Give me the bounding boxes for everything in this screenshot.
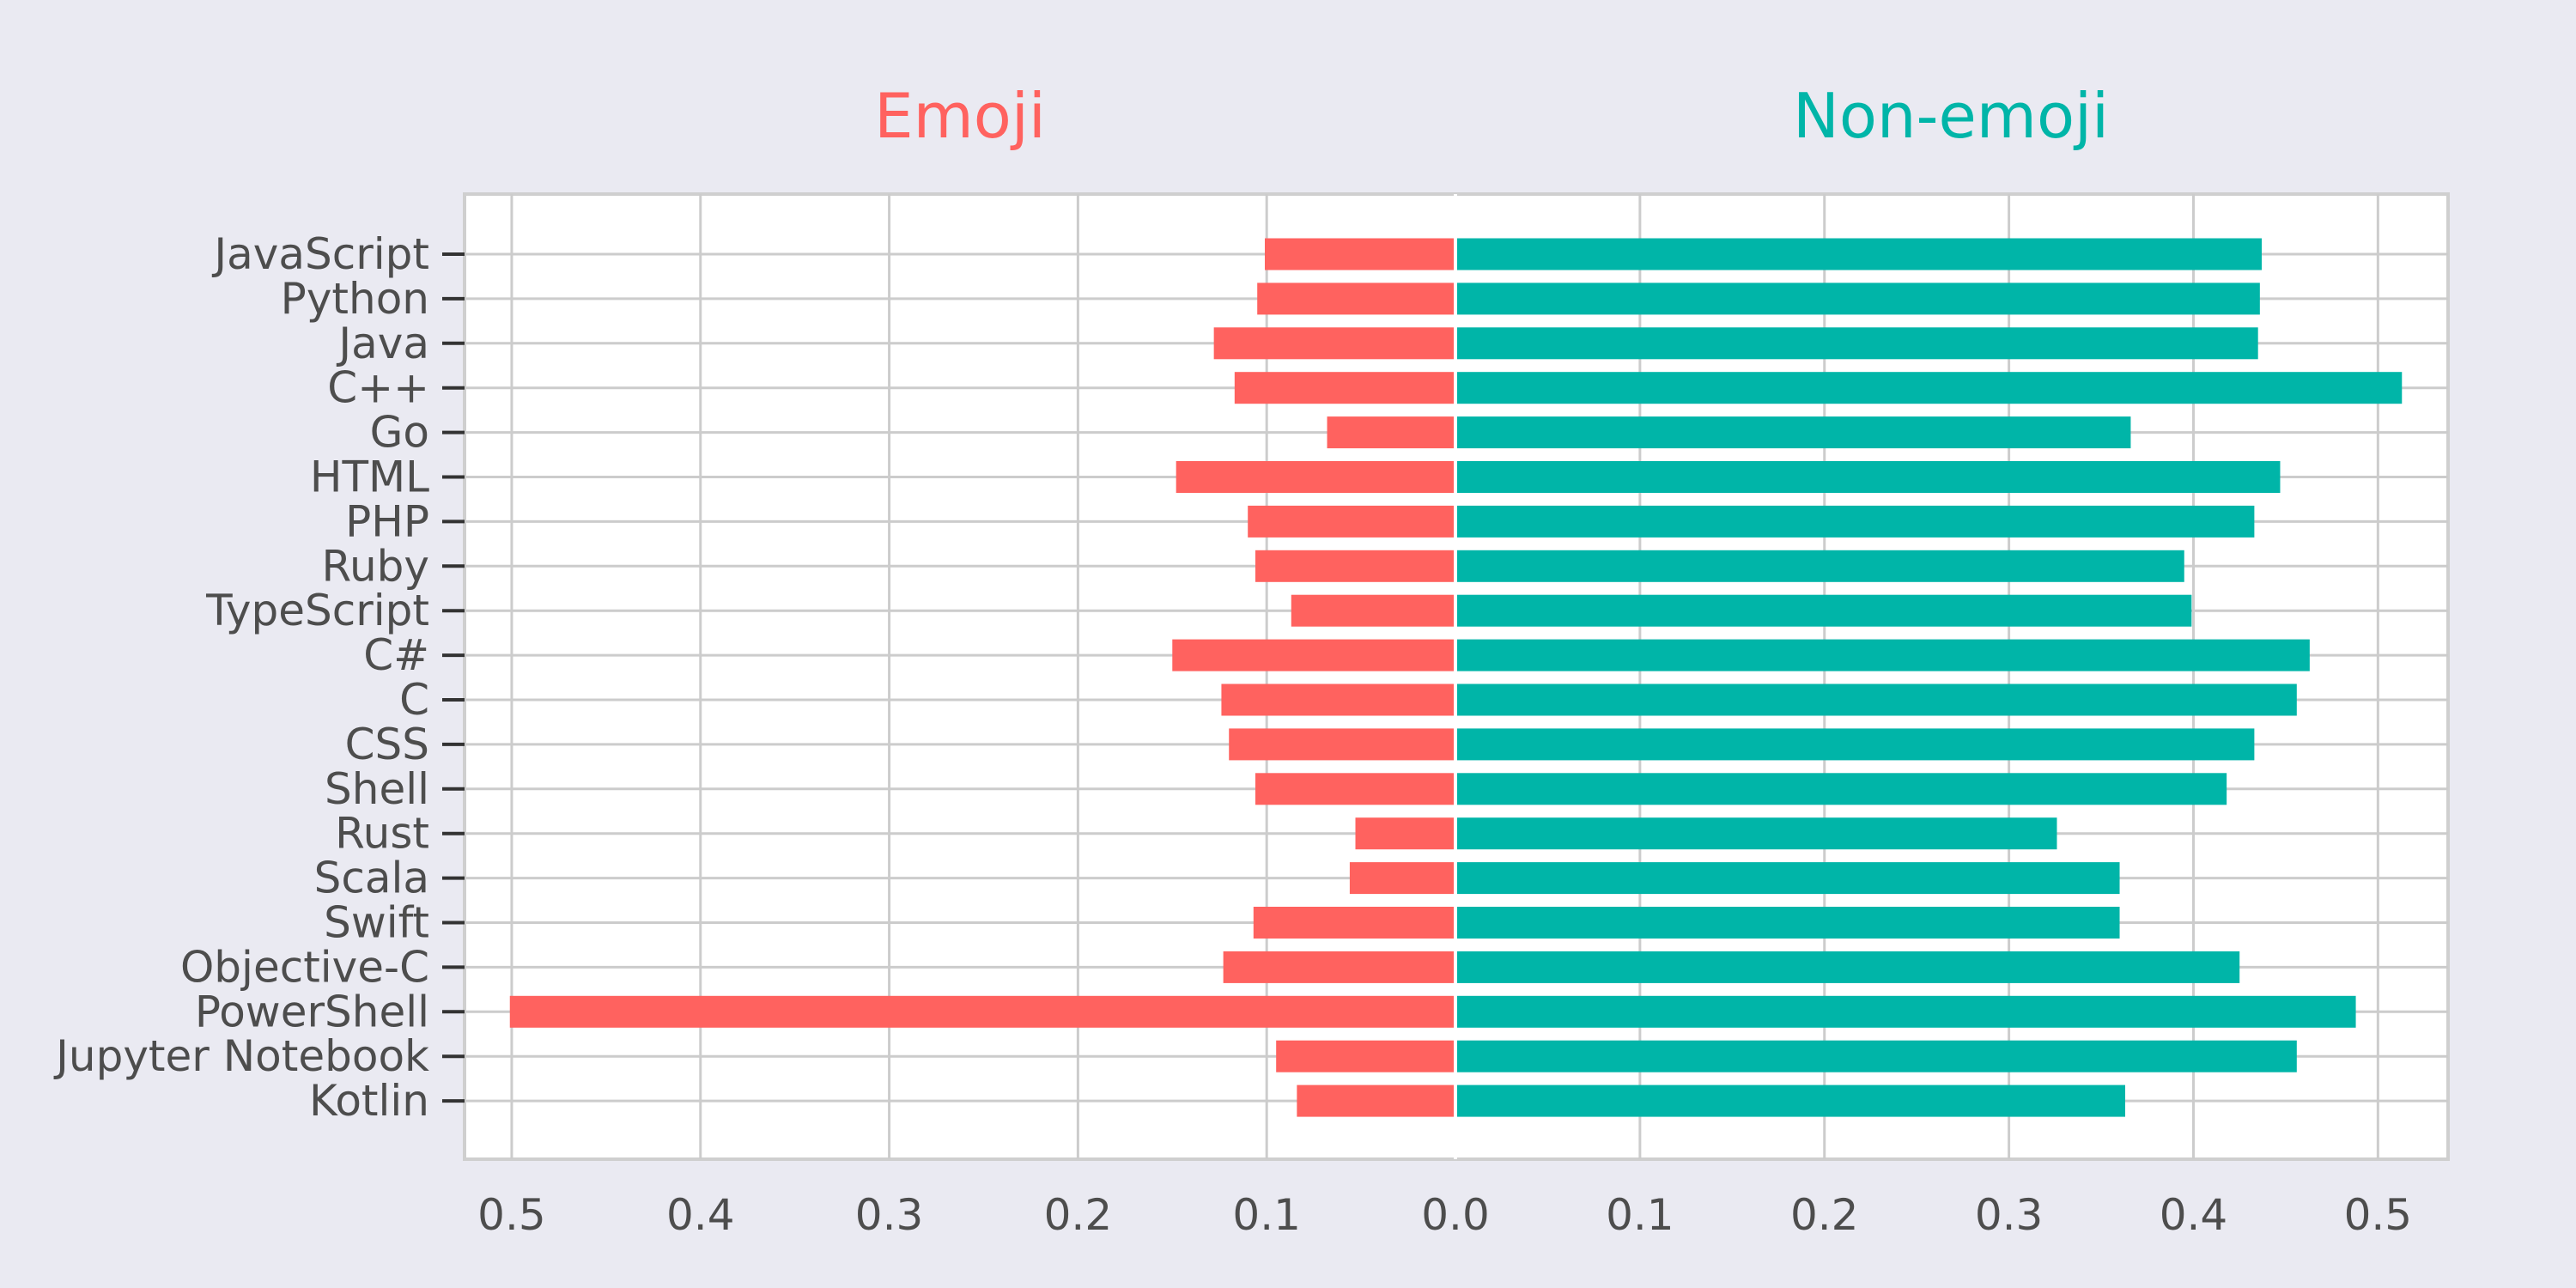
category-label: PowerShell [195,987,429,1036]
bar-non-emoji-swift [1455,907,2120,939]
bar-emoji-objective-c [1223,951,1455,983]
category-label: C# [363,630,429,680]
bar-non-emoji-ruby [1455,550,2184,582]
x-tick-label-right: 0.3 [1975,1190,2044,1240]
bar-emoji-rust [1355,817,1455,850]
bar-non-emoji-c [1455,683,2297,716]
bar-emoji-java [1213,327,1455,360]
bar-emoji-powershell [509,995,1455,1028]
bar-non-emoji-python [1455,283,2260,315]
labels-layer: 0.5 0.4 0.3 0.2 0.1 0.0 0.1 0.2 0.3 0.4 0.5 JavaScr… [53,229,2412,1240]
bar-non-emoji-powershell [1455,995,2356,1028]
bar-emoji-ruby [1255,550,1455,582]
ticks-layer [442,252,465,1103]
x-tick-label-left: 0.2 [1044,1190,1113,1240]
category-label: Ruby [321,541,429,591]
non-emoji-panel-title: Non-emoji [1793,80,2109,152]
category-label: C++ [327,363,429,413]
bar-emoji-html [1176,461,1455,493]
category-label: Shell [325,764,429,814]
category-label: PHP [345,496,429,546]
category-label: Go [370,408,429,458]
x-tick-label-right: 0.4 [2160,1190,2228,1240]
bar-non-emoji-c- [1455,639,2310,671]
bar-non-emoji-java [1455,327,2258,360]
x-tick-label-left: 0.5 [477,1190,546,1240]
bar-non-emoji-php [1455,505,2255,538]
x-tick-label-right: 0.1 [1606,1190,1674,1240]
category-label: TypeScript [205,586,429,635]
x-tick-label-left: 0.4 [666,1190,735,1240]
bar-non-emoji-jupyter-notebook [1455,1040,2297,1072]
category-label: HTML [310,453,429,502]
x-tick-label-left: 0.0 [1421,1190,1490,1240]
category-label: Jupyter Notebook [53,1031,429,1081]
bar-emoji-shell [1255,773,1455,805]
bar-emoji-scala [1349,862,1455,895]
x-tick-label-left: 0.3 [855,1190,924,1240]
category-label: Python [281,274,429,324]
bars-layer [509,238,2403,1117]
category-label: Swift [324,898,429,948]
bar-emoji-c [1221,683,1455,716]
bar-non-emoji-go [1455,416,2131,449]
bar-non-emoji-shell [1455,773,2227,805]
bar-non-emoji-javascript [1455,238,2262,270]
bar-non-emoji-kotlin [1455,1084,2125,1117]
emoji-panel-title: Emoji [874,80,1046,152]
bar-emoji-kotlin [1297,1084,1455,1117]
bar-emoji-css [1229,728,1455,761]
bar-emoji-typescript [1291,594,1455,627]
bar-non-emoji-scala [1455,862,2120,895]
category-label: Java [336,319,429,368]
category-label: Rust [335,809,429,859]
bar-non-emoji-c- [1455,372,2403,404]
bar-emoji-javascript [1264,238,1455,270]
bar-emoji-c- [1234,372,1455,404]
bar-emoji-go [1327,416,1455,449]
bar-non-emoji-typescript [1455,594,2192,627]
category-label: CSS [345,720,429,769]
bar-emoji-python [1257,283,1455,315]
category-label: Kotlin [309,1076,429,1126]
category-label: C [399,675,429,725]
category-label: Scala [314,854,429,903]
bar-emoji-c- [1172,639,1455,671]
bar-non-emoji-rust [1455,817,2057,850]
x-tick-label-right: 0.2 [1790,1190,1859,1240]
category-label: Objective-C [180,942,429,992]
bar-emoji-jupyter-notebook [1276,1040,1455,1072]
bar-emoji-swift [1253,907,1455,939]
bar-emoji-php [1248,505,1455,538]
bar-non-emoji-objective-c [1455,951,2240,983]
bar-non-emoji-html [1455,461,2281,493]
category-label: JavaScript [211,229,429,279]
bar-non-emoji-css [1455,728,2255,761]
x-tick-label-right: 0.5 [2344,1190,2413,1240]
x-tick-label-left: 0.1 [1232,1190,1301,1240]
